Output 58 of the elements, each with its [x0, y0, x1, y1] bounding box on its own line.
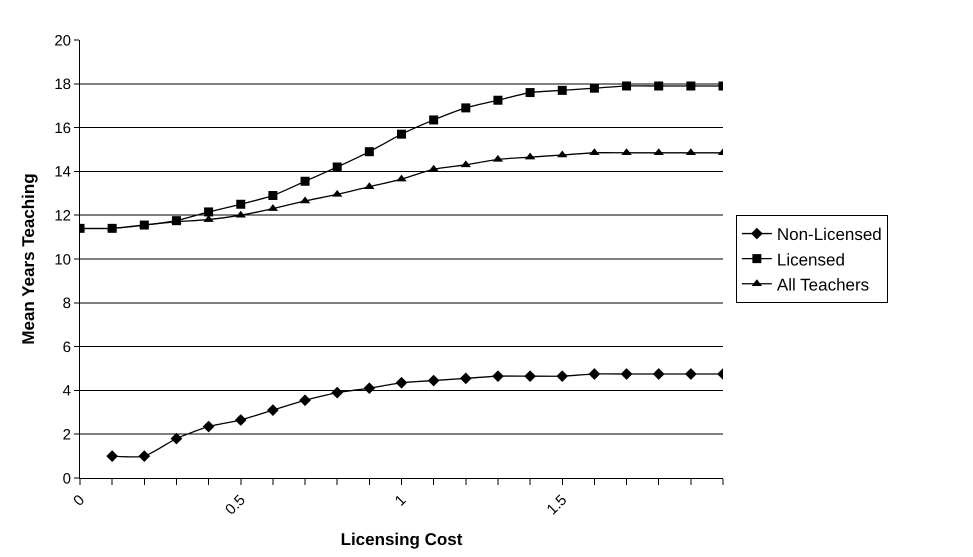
point [138, 450, 150, 462]
point [396, 376, 408, 389]
y-tick-label: 0 [62, 470, 71, 488]
point [106, 450, 118, 462]
point [364, 382, 376, 394]
point [397, 130, 406, 139]
y-tick-label: 14 [54, 164, 71, 181]
point [234, 414, 247, 426]
legend-label: Licensed [776, 250, 845, 270]
point [428, 374, 440, 386]
y-tick-label: 16 [54, 120, 71, 137]
point [331, 386, 344, 398]
y-tick-label: 18 [54, 76, 71, 94]
point [493, 96, 502, 105]
point [557, 150, 568, 158]
point [622, 81, 632, 90]
point [556, 370, 568, 382]
y-tick-label: 4 [62, 382, 71, 400]
point [654, 81, 664, 90]
legend-label: All Teachers [776, 275, 870, 294]
point [590, 84, 599, 93]
point [461, 103, 470, 112]
point [685, 368, 697, 380]
point [236, 200, 246, 209]
y-tick-label: 8 [62, 295, 71, 312]
point [268, 190, 278, 200]
y-tick-label: 12 [54, 207, 71, 224]
point [204, 207, 214, 216]
point [492, 370, 504, 382]
y-tick-label: 6 [62, 338, 71, 356]
y-tick-label: 2 [62, 426, 71, 444]
point [267, 404, 279, 416]
point [332, 162, 342, 172]
point [652, 368, 665, 380]
point [558, 86, 567, 95]
x-tick-label: 1 [392, 492, 410, 510]
point [202, 420, 214, 432]
point [654, 148, 664, 156]
point [332, 190, 342, 197]
x-tick-label: 0.5 [222, 492, 249, 518]
y-tick-label: 20 [54, 32, 71, 50]
point [686, 81, 696, 90]
point [620, 368, 632, 380]
point [460, 372, 472, 384]
y-tick-label: 10 [54, 251, 71, 268]
y-axis-title: Mean Years Teaching [18, 173, 38, 345]
x-tick-label: 1.5 [544, 492, 570, 518]
point [524, 370, 536, 382]
point [526, 88, 535, 98]
point [364, 147, 374, 156]
point [460, 160, 471, 168]
point [299, 394, 311, 406]
point [588, 368, 600, 380]
point [429, 115, 438, 124]
legend-label: Non-Licensed [776, 225, 882, 244]
point [300, 176, 310, 186]
x-axis-title: Licensing Cost [340, 530, 463, 549]
point [170, 432, 182, 444]
